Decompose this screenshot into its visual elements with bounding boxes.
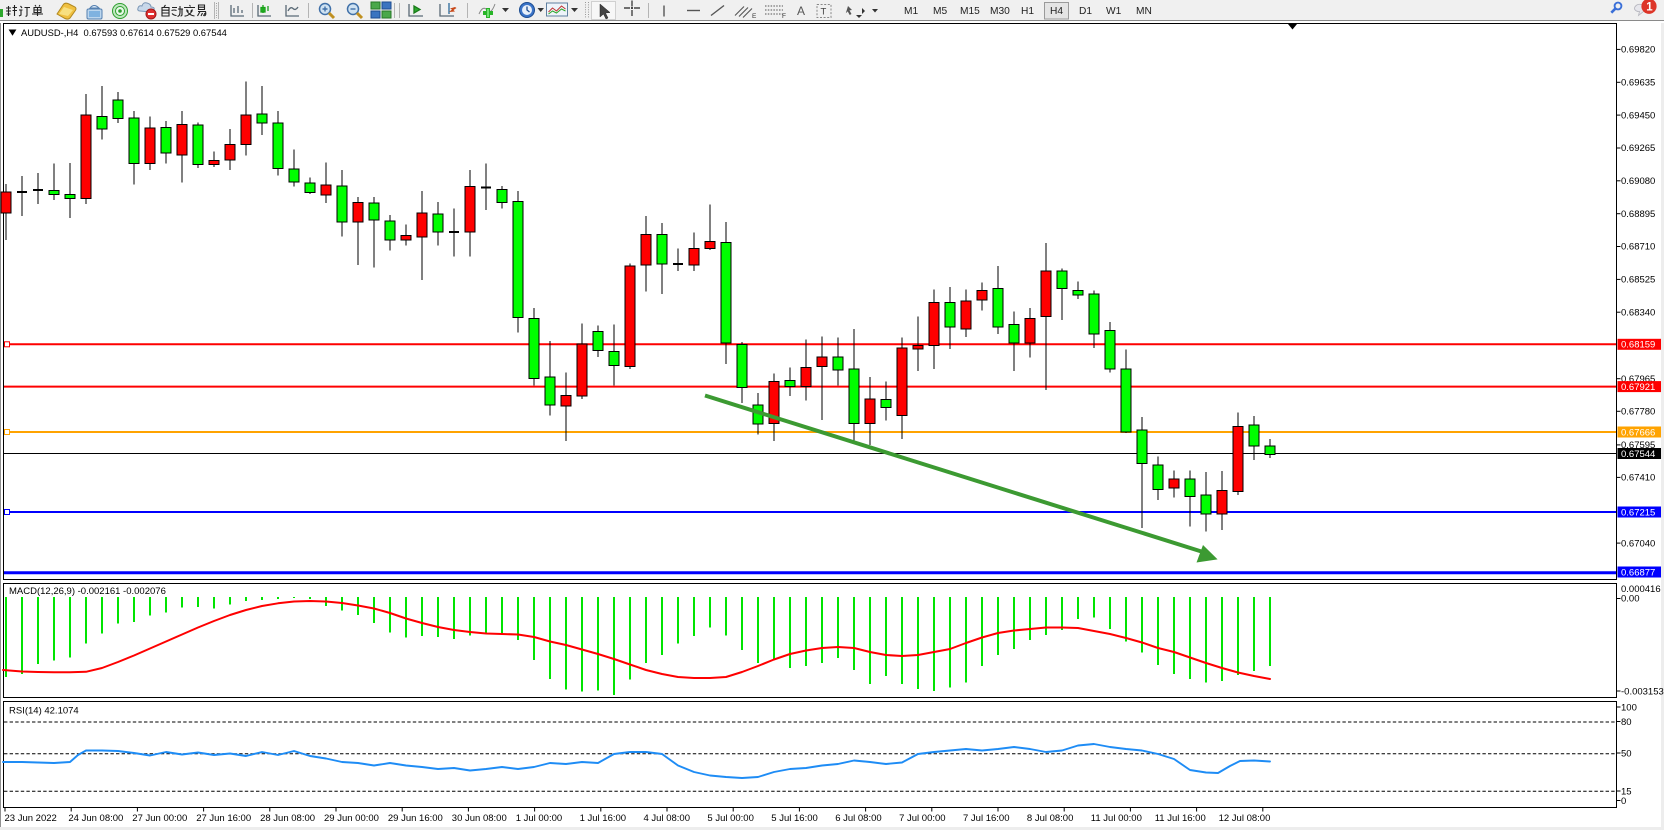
svg-text:7 Jul 00:00: 7 Jul 00:00 bbox=[899, 813, 945, 824]
svg-text:5 Jul 16:00: 5 Jul 16:00 bbox=[771, 813, 817, 824]
svg-text:0.69450: 0.69450 bbox=[1621, 110, 1655, 121]
svg-text:0.67921: 0.67921 bbox=[1621, 382, 1655, 393]
svg-text:11 Jul 16:00: 11 Jul 16:00 bbox=[1155, 813, 1206, 824]
svg-text:0.67595: 0.67595 bbox=[1621, 440, 1655, 451]
svg-text:0.68340: 0.68340 bbox=[1621, 307, 1655, 318]
svg-text:80: 80 bbox=[1621, 717, 1632, 728]
svg-text:AUDUSD-,H4 0.67593 0.67614 0.: AUDUSD-,H4 0.67593 0.67614 0.67529 0.675… bbox=[21, 27, 227, 38]
svg-text:0.67215: 0.67215 bbox=[1621, 507, 1655, 518]
svg-text:0.68710: 0.68710 bbox=[1621, 242, 1655, 253]
svg-text:12 Jul 08:00: 12 Jul 08:00 bbox=[1219, 813, 1271, 824]
svg-text:100: 100 bbox=[1621, 702, 1637, 713]
svg-text:0.69820: 0.69820 bbox=[1621, 45, 1655, 56]
svg-text:-0.003153: -0.003153 bbox=[1621, 687, 1664, 698]
svg-text:28 Jun 08:00: 28 Jun 08:00 bbox=[260, 813, 315, 824]
svg-text:29 Jun 00:00: 29 Jun 00:00 bbox=[324, 813, 379, 824]
svg-text:27 Jun 16:00: 27 Jun 16:00 bbox=[196, 813, 251, 824]
svg-text:0.67544: 0.67544 bbox=[1621, 449, 1655, 460]
svg-text:27 Jun 00:00: 27 Jun 00:00 bbox=[132, 813, 187, 824]
svg-text:0.69635: 0.69635 bbox=[1621, 78, 1655, 89]
svg-text:11 Jul 00:00: 11 Jul 00:00 bbox=[1091, 813, 1142, 824]
svg-text:0.68895: 0.68895 bbox=[1621, 209, 1655, 220]
svg-text:23 Jun 2022: 23 Jun 2022 bbox=[5, 813, 57, 824]
svg-text:7 Jul 16:00: 7 Jul 16:00 bbox=[963, 813, 1009, 824]
svg-text:29 Jun 16:00: 29 Jun 16:00 bbox=[388, 813, 443, 824]
svg-text:A: A bbox=[797, 4, 805, 18]
svg-text:0.66877: 0.66877 bbox=[1621, 567, 1655, 578]
svg-text:MN: MN bbox=[1136, 6, 1152, 17]
svg-text:W1: W1 bbox=[1106, 6, 1122, 17]
svg-text:8 Jul 08:00: 8 Jul 08:00 bbox=[1027, 813, 1073, 824]
svg-text:0.67040: 0.67040 bbox=[1621, 538, 1655, 549]
svg-text:0.69265: 0.69265 bbox=[1621, 143, 1655, 154]
svg-text:F: F bbox=[782, 13, 786, 20]
svg-text:1 Jul 00:00: 1 Jul 00:00 bbox=[516, 813, 562, 824]
svg-text:15: 15 bbox=[1621, 786, 1632, 797]
svg-text:1 Jul 16:00: 1 Jul 16:00 bbox=[580, 813, 626, 824]
svg-text:0.67780: 0.67780 bbox=[1621, 407, 1655, 418]
svg-text:M1: M1 bbox=[904, 6, 918, 17]
svg-text:H1: H1 bbox=[1021, 6, 1034, 17]
svg-text:D1: D1 bbox=[1079, 6, 1092, 17]
svg-text:M5: M5 bbox=[933, 6, 947, 17]
svg-text:M30: M30 bbox=[990, 6, 1010, 17]
svg-text:30 Jun 08:00: 30 Jun 08:00 bbox=[452, 813, 507, 824]
svg-text:T: T bbox=[821, 7, 827, 18]
svg-text:0.67410: 0.67410 bbox=[1621, 473, 1655, 484]
svg-text:0.67965: 0.67965 bbox=[1621, 374, 1655, 385]
svg-text:0.000416: 0.000416 bbox=[1621, 584, 1661, 595]
svg-text:H4: H4 bbox=[1050, 6, 1063, 17]
svg-text:MACD(12,26,9) -0.002161 -0.002: MACD(12,26,9) -0.002161 -0.002076 bbox=[9, 586, 166, 597]
svg-text:0.00: 0.00 bbox=[1621, 594, 1640, 605]
svg-text:4 Jul 08:00: 4 Jul 08:00 bbox=[644, 813, 690, 824]
svg-text:5 Jul 00:00: 5 Jul 00:00 bbox=[707, 813, 753, 824]
svg-text:0.68159: 0.68159 bbox=[1621, 340, 1655, 351]
svg-text:M15: M15 bbox=[960, 6, 980, 17]
svg-text:0.67666: 0.67666 bbox=[1621, 427, 1655, 438]
svg-text:24 Jun 08:00: 24 Jun 08:00 bbox=[68, 813, 123, 824]
svg-text:RSI(14) 42.1074: RSI(14) 42.1074 bbox=[9, 706, 79, 717]
svg-text:0.68525: 0.68525 bbox=[1621, 275, 1655, 286]
svg-text:E: E bbox=[752, 13, 757, 20]
svg-text:50: 50 bbox=[1621, 748, 1632, 759]
svg-text:1: 1 bbox=[1646, 2, 1653, 14]
svg-text:6 Jul 08:00: 6 Jul 08:00 bbox=[835, 813, 881, 824]
svg-text:0.69080: 0.69080 bbox=[1621, 176, 1655, 187]
svg-text:0: 0 bbox=[1621, 796, 1626, 807]
